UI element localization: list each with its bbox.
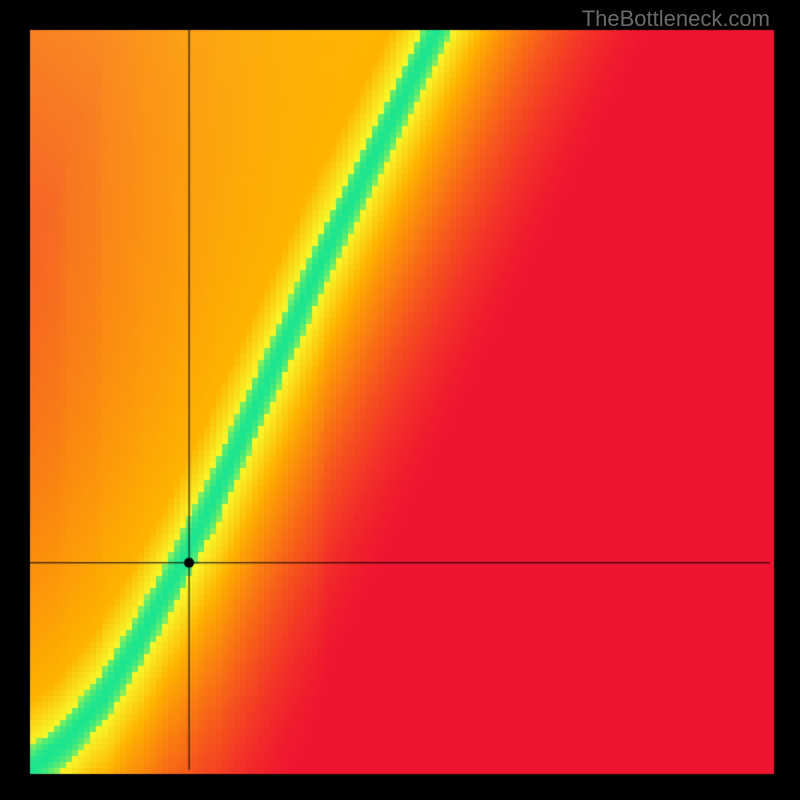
bottleneck-heatmap — [0, 0, 800, 800]
watermark-text: TheBottleneck.com — [582, 6, 770, 32]
